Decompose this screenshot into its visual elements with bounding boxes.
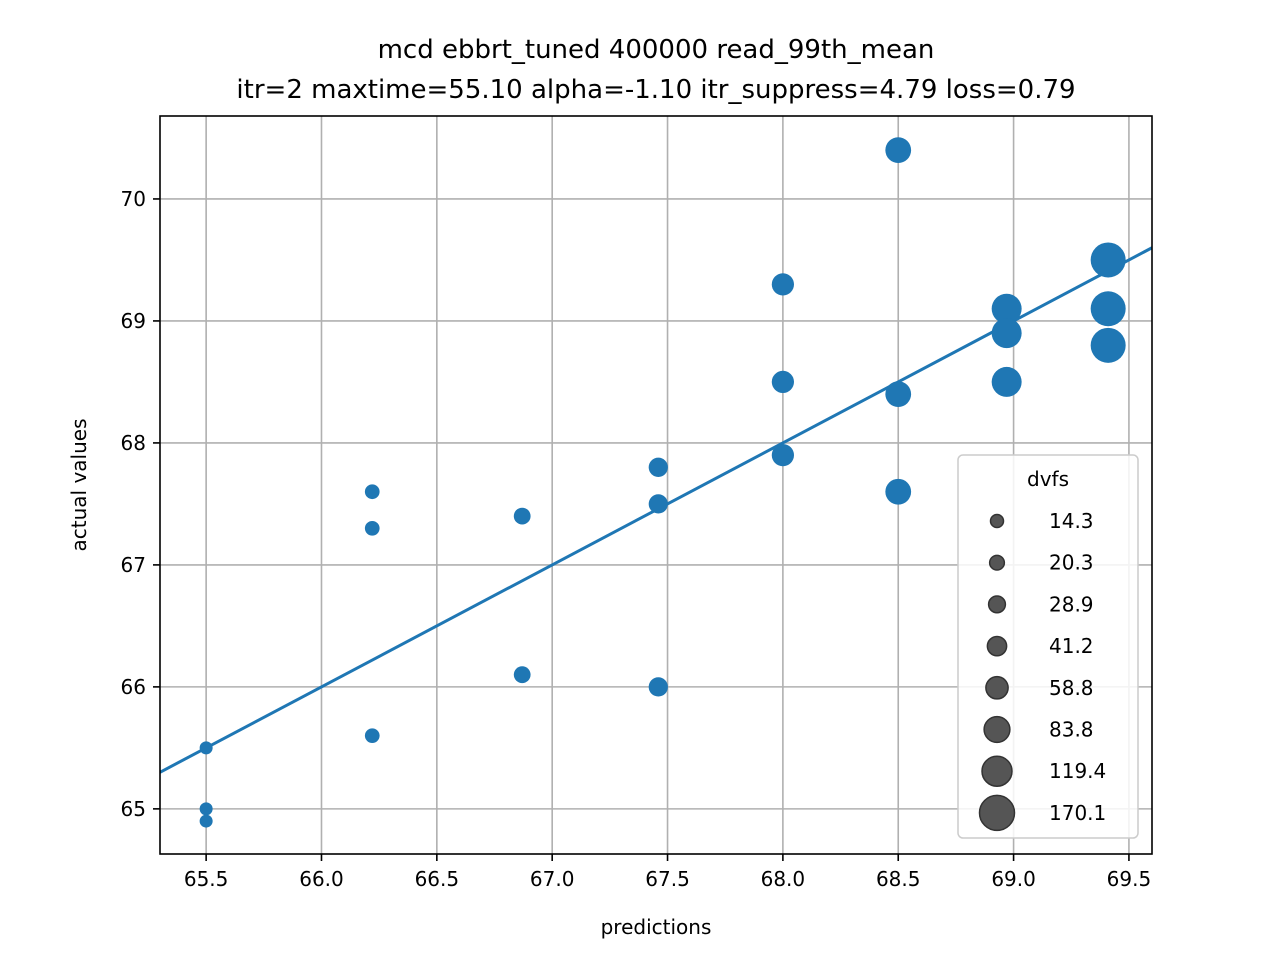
data-point xyxy=(365,484,380,499)
data-point xyxy=(649,677,668,696)
x-tick-label: 66.5 xyxy=(415,867,460,891)
y-tick-label: 65 xyxy=(121,797,146,821)
x-tick-label: 67.0 xyxy=(530,867,575,891)
legend-marker xyxy=(980,795,1015,830)
legend-marker xyxy=(991,515,1004,528)
data-point xyxy=(885,137,911,163)
x-tick-label: 69.5 xyxy=(1107,867,1152,891)
x-tick-label: 65.5 xyxy=(184,867,229,891)
chart-title-line2: itr=2 maxtime=55.10 alpha=-1.10 itr_supp… xyxy=(236,75,1075,105)
legend-marker xyxy=(986,677,1008,699)
legend-label: 41.2 xyxy=(1049,634,1094,658)
legend-label: 14.3 xyxy=(1049,509,1094,533)
data-point xyxy=(1091,328,1126,363)
legend-label: 20.3 xyxy=(1049,551,1094,575)
data-point xyxy=(992,367,1022,397)
legend-label: 170.1 xyxy=(1049,801,1106,825)
y-tick-label: 69 xyxy=(121,309,146,333)
data-point xyxy=(514,666,531,683)
data-point xyxy=(649,494,668,513)
chart-title-line1: mcd ebbrt_tuned 400000 read_99th_mean xyxy=(378,35,935,65)
legend-label: 83.8 xyxy=(1049,718,1094,742)
x-axis-label: predictions xyxy=(601,915,712,939)
legend-label: 119.4 xyxy=(1049,759,1106,783)
legend-marker xyxy=(982,756,1012,786)
data-point xyxy=(365,728,380,743)
legend-marker xyxy=(990,555,1005,570)
x-tick-label: 69.0 xyxy=(991,867,1036,891)
data-point xyxy=(514,508,531,525)
y-tick-label: 66 xyxy=(121,675,146,699)
data-point xyxy=(1091,242,1126,277)
data-point xyxy=(1091,291,1126,326)
y-axis-label: actual values xyxy=(67,419,91,552)
data-point xyxy=(772,444,794,466)
data-point xyxy=(885,381,911,407)
data-point xyxy=(649,458,668,477)
legend-marker xyxy=(989,596,1006,613)
x-tick-label: 66.0 xyxy=(299,867,344,891)
data-point xyxy=(200,741,213,754)
data-point xyxy=(772,273,794,295)
y-tick-label: 67 xyxy=(121,553,146,577)
data-point xyxy=(885,479,911,505)
x-tick-label: 67.5 xyxy=(645,867,690,891)
legend-marker xyxy=(987,636,1006,655)
legend-title: dvfs xyxy=(1027,467,1069,491)
x-tick-label: 68.0 xyxy=(761,867,806,891)
y-tick-label: 70 xyxy=(121,187,146,211)
legend: dvfs 14.3 20.3 28.9 41.2 58.8 83.8 119.4 170.1 xyxy=(958,455,1138,838)
legend-marker xyxy=(984,717,1010,743)
y-tick-label: 68 xyxy=(121,431,146,455)
x-tick-label: 68.5 xyxy=(876,867,921,891)
data-point xyxy=(200,802,213,815)
legend-label: 58.8 xyxy=(1049,676,1094,700)
data-point xyxy=(772,371,794,393)
legend-label: 28.9 xyxy=(1049,592,1094,616)
data-point xyxy=(992,318,1022,348)
data-point xyxy=(365,521,380,536)
data-point xyxy=(200,815,213,828)
